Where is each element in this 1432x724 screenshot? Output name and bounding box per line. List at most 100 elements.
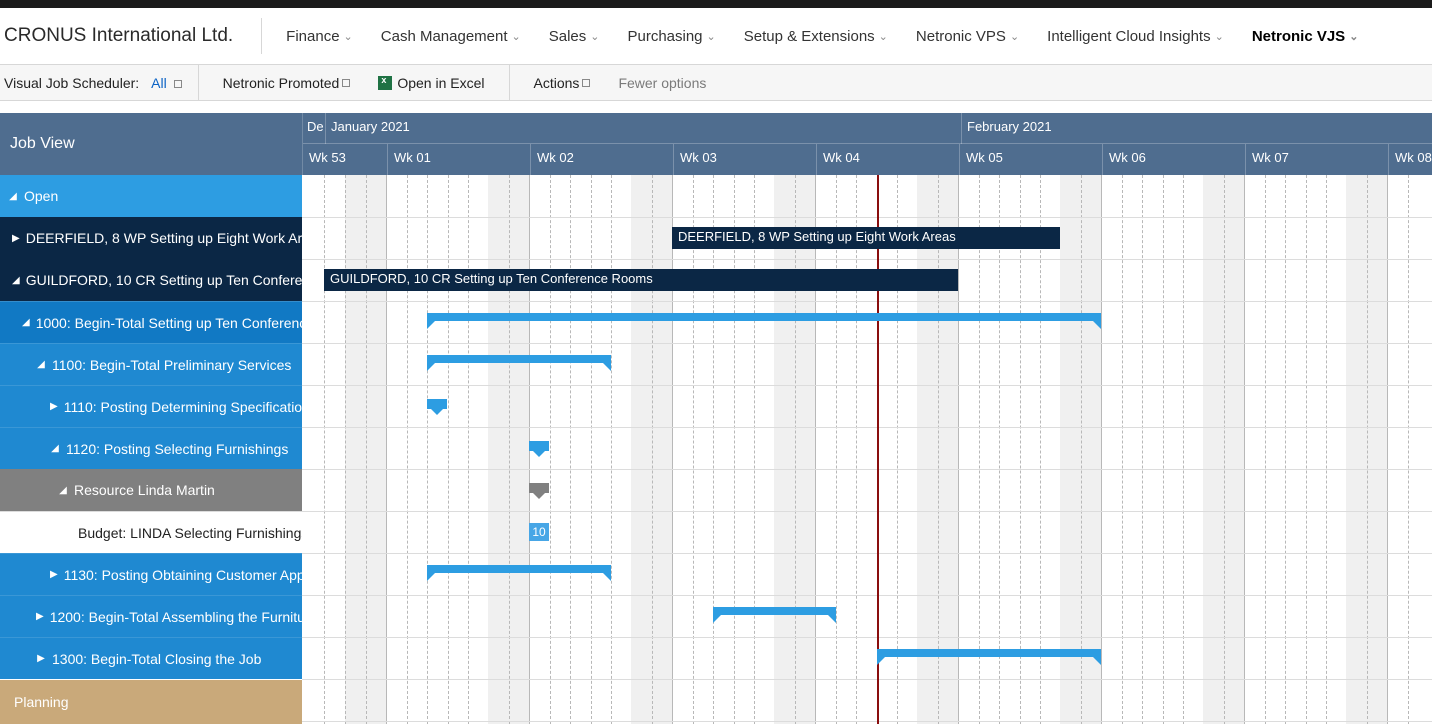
chevron-down-icon: ⌄ xyxy=(1215,30,1224,43)
collapse-icon: ◢ xyxy=(36,359,46,370)
week-gridline xyxy=(1244,175,1245,724)
secondary-nav: Visual Job Scheduler: All Netronic Promo… xyxy=(0,65,1432,101)
day-gridline xyxy=(366,175,367,724)
row-gridline xyxy=(302,637,1432,638)
tree-task-1300[interactable]: ▶1300: Begin-Total Closing the Job xyxy=(0,637,302,679)
tree-resource[interactable]: ◢Resource Linda Martin xyxy=(0,469,302,511)
tree-task-1200[interactable]: ▶1200: Begin-Total Assembling the Furnit… xyxy=(0,595,302,637)
tree-label: Budget: LINDA Selecting Furnishings xyxy=(78,525,302,541)
day-gridline xyxy=(448,175,449,724)
day-gridline xyxy=(1306,175,1307,724)
tree-task-1110[interactable]: ▶ 1110: Posting Determining Specification… xyxy=(0,385,302,427)
action-excel[interactable]: Open in Excel xyxy=(364,75,498,91)
gantt-summary-1200[interactable] xyxy=(713,607,836,615)
tree-job-deerfield[interactable]: ▶ DEERFIELD, 8 WP Setting up Eight Work A… xyxy=(0,217,302,259)
divider xyxy=(509,65,510,101)
tree-group-planning[interactable]: Planning xyxy=(0,680,302,724)
nav-setup[interactable]: Setup & Extensions⌄ xyxy=(730,8,902,64)
tree-label: 1120: Posting Selecting Furnishings xyxy=(66,441,288,457)
expand-icon: ▶ xyxy=(36,653,46,664)
action-actions[interactable]: Actions xyxy=(520,75,605,91)
gantt-resource-linda[interactable] xyxy=(529,483,549,493)
expand-icon: ▶ xyxy=(36,611,44,622)
tree-label: 1110: Posting Determining Specifications xyxy=(64,399,302,415)
day-gridline xyxy=(468,175,469,724)
action-fewer[interactable]: Fewer options xyxy=(604,75,720,91)
row-gridline xyxy=(302,553,1432,554)
week-label: Wk 08 xyxy=(1388,144,1432,175)
tree-budget-line[interactable]: Budget: LINDA Selecting Furnishings xyxy=(0,511,302,553)
gantt-summary-1000[interactable] xyxy=(427,313,1101,321)
day-gridline xyxy=(938,175,939,724)
chevron-down-icon: ⌄ xyxy=(512,30,521,43)
gantt-summary-1300[interactable] xyxy=(877,649,1101,657)
filter-all[interactable]: All xyxy=(145,75,187,91)
gantt-task-1110[interactable] xyxy=(427,399,447,409)
excel-icon xyxy=(378,76,392,90)
day-gridline xyxy=(427,175,428,724)
collapse-icon: ◢ xyxy=(12,275,20,286)
scheduler-label: Visual Job Scheduler: xyxy=(0,75,145,91)
day-gridline xyxy=(324,175,325,724)
tree-task-1120[interactable]: ◢1120: Posting Selecting Furnishings xyxy=(0,427,302,469)
day-gridline xyxy=(979,175,980,724)
gantt-summary-1130[interactable] xyxy=(427,565,611,573)
nav-sales[interactable]: Sales⌄ xyxy=(535,8,614,64)
week-label: Wk 06 xyxy=(1102,144,1146,175)
ruler-weeks: Wk 53Wk 01Wk 02Wk 03Wk 04Wk 05Wk 06Wk 07… xyxy=(303,144,1432,175)
day-gridline xyxy=(1122,175,1123,724)
gantt-grid[interactable]: DEERFIELD, 8 WP Setting up Eight Work Ar… xyxy=(302,175,1432,724)
tree-job-guildford[interactable]: ◢ GUILDFORD, 10 CR Setting up Ten Confere… xyxy=(0,259,302,301)
tree-label: GUILDFORD, 10 CR Setting up Ten Conferen… xyxy=(26,272,302,288)
day-gridline xyxy=(345,175,346,724)
row-gridline xyxy=(302,721,1432,722)
collapse-icon: ◢ xyxy=(58,485,68,496)
week-gridline xyxy=(1387,175,1388,724)
tree-label: Planning xyxy=(14,694,69,710)
gantt-bar-deerfield[interactable]: DEERFIELD, 8 WP Setting up Eight Work Ar… xyxy=(672,227,1060,249)
week-gridline xyxy=(672,175,673,724)
day-gridline xyxy=(1142,175,1143,724)
day-gridline xyxy=(795,175,796,724)
window-titlebar xyxy=(0,0,1432,8)
divider xyxy=(261,18,262,54)
nav-purchasing[interactable]: Purchasing⌄ xyxy=(613,8,729,64)
tree-group-open[interactable]: ◢Open xyxy=(0,175,302,217)
company-name[interactable]: CRONUS International Ltd. xyxy=(0,25,251,47)
gantt-budget-linda[interactable]: 10 xyxy=(529,523,549,541)
day-gridline xyxy=(591,175,592,724)
gantt-bar-guildford[interactable]: GUILDFORD, 10 CR Setting up Ten Conferen… xyxy=(324,269,958,291)
month-label: January 2021 xyxy=(331,119,410,134)
day-gridline xyxy=(1040,175,1041,724)
nav-finance[interactable]: Finance⌄ xyxy=(272,8,367,64)
gantt-task-1120[interactable] xyxy=(529,441,549,451)
tree-task-1000[interactable]: ◢1000: Begin-Total Setting up Ten Confer… xyxy=(0,301,302,343)
nav-vps[interactable]: Netronic VPS⌄ xyxy=(902,8,1033,64)
day-gridline xyxy=(407,175,408,724)
expand-icon: ▶ xyxy=(50,401,58,412)
day-gridline xyxy=(550,175,551,724)
tree-label: DEERFIELD, 8 WP Setting up Eight Work Ar… xyxy=(26,230,302,246)
tree-task-1100[interactable]: ◢1100: Begin-Total Preliminary Services xyxy=(0,343,302,385)
week-gridline xyxy=(386,175,387,724)
gantt-panel[interactable]: De January 2021 February 2021 Wk 53Wk 01… xyxy=(302,113,1432,724)
tree-task-1130[interactable]: ▶1130: Posting Obtaining Customer Approv… xyxy=(0,553,302,595)
workspace: Job View ◢Open ▶DEERFIELD, 8 WP Setting … xyxy=(0,113,1432,724)
gantt-summary-1100[interactable] xyxy=(427,355,611,363)
day-gridline xyxy=(570,175,571,724)
expand-icon: ▶ xyxy=(50,569,58,580)
action-label: Netronic Promoted xyxy=(223,75,340,91)
nav-cash[interactable]: Cash Management⌄ xyxy=(367,8,535,64)
week-gridline xyxy=(815,175,816,724)
row-gridline xyxy=(302,343,1432,344)
primary-nav: CRONUS International Ltd. Finance⌄ Cash … xyxy=(0,8,1432,65)
row-gridline xyxy=(302,511,1432,512)
day-gridline xyxy=(1224,175,1225,724)
action-promoted[interactable]: Netronic Promoted xyxy=(209,75,365,91)
nav-label: Finance xyxy=(286,28,339,45)
row-gridline xyxy=(302,385,1432,386)
nav-vjs[interactable]: Netronic VJS⌄ xyxy=(1238,8,1373,64)
row-gridline xyxy=(302,301,1432,302)
expand-icon: ▶ xyxy=(12,233,20,244)
nav-cloud[interactable]: Intelligent Cloud Insights⌄ xyxy=(1033,8,1238,64)
